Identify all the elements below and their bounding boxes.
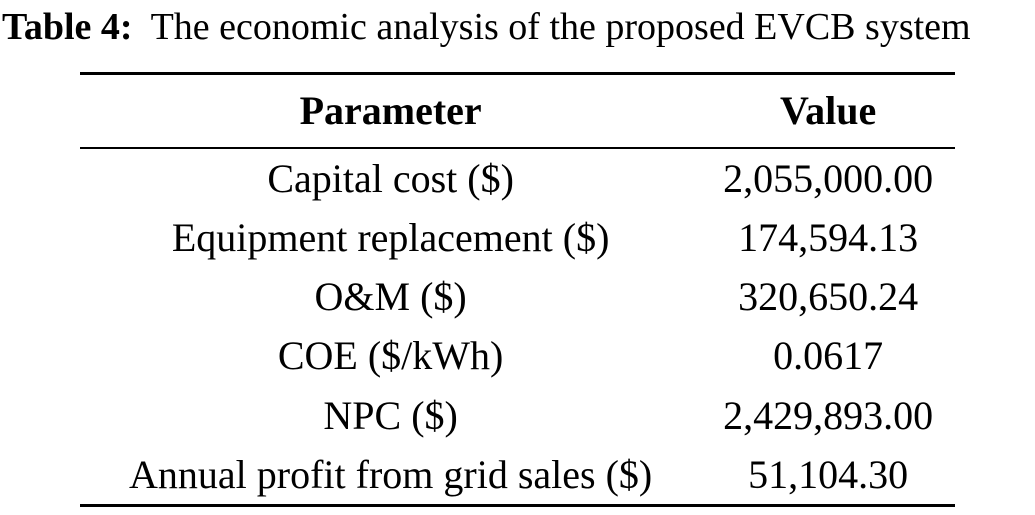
table-caption-text: The economic analysis of the proposed EV…	[150, 6, 971, 48]
table-header-row: Parameter Value	[80, 75, 955, 149]
parameter-cell: Annual profit from grid sales ($)	[129, 451, 653, 497]
table-row: O&M ($) 320,650.24	[80, 267, 955, 326]
column-header-value: Value	[779, 88, 877, 133]
table-caption-label: Table 4:	[2, 6, 133, 48]
value-cell: 320,650.24	[738, 274, 919, 320]
economic-analysis-table: Parameter Value Capital cost ($) 2,055,0…	[80, 72, 955, 508]
parameter-cell: O&M ($)	[314, 274, 467, 320]
table-row: Annual profit from grid sales ($) 51,104…	[80, 445, 955, 504]
table-row: COE ($/kWh) 0.0617	[80, 326, 955, 385]
value-cell: 0.0617	[773, 333, 884, 379]
table-row: Capital cost ($) 2,055,000.00	[80, 149, 955, 208]
value-cell: 174,594.13	[738, 214, 919, 260]
value-cell: 2,055,000.00	[723, 155, 934, 201]
parameter-cell: NPC ($)	[323, 392, 458, 438]
table-caption: Table 4: The economic analysis of the pro…	[2, 3, 1035, 51]
table-row: NPC ($) 2,429,893.00	[80, 386, 955, 445]
parameter-cell: Equipment replacement ($)	[171, 214, 610, 260]
table-row: Equipment replacement ($) 174,594.13	[80, 208, 955, 267]
value-cell: 51,104.30	[748, 451, 909, 497]
value-cell: 2,429,893.00	[723, 392, 934, 438]
column-header-parameter: Parameter	[299, 88, 482, 133]
parameter-cell: Capital cost ($)	[267, 155, 514, 201]
parameter-cell: COE ($/kWh)	[277, 333, 504, 379]
